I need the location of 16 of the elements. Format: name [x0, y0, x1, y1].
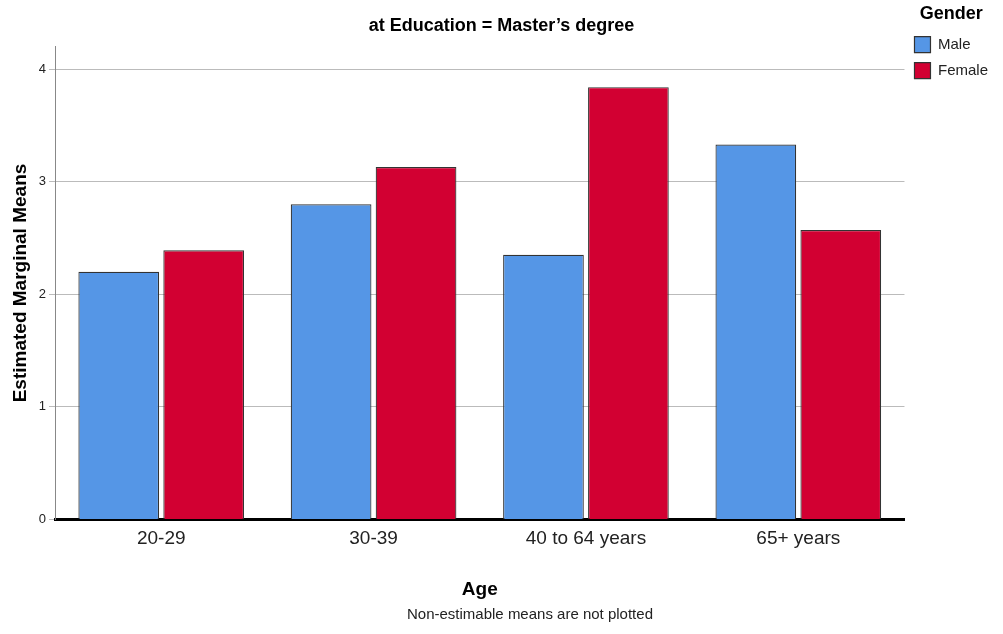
x-tick-label: 65+ years [756, 527, 841, 549]
y-tick-label: 3 [38, 173, 47, 189]
text: Non-estimable means are not plotted [406, 605, 654, 622]
legend-label: Female [937, 60, 989, 78]
x-tick-label: 40 to 64 years [525, 527, 647, 549]
y-tick-label: 2 [38, 285, 47, 301]
x-tick-label: 20-29 [136, 527, 186, 549]
x-tick-label: 30-39 [349, 527, 398, 549]
legend-label: Male [937, 34, 971, 52]
x-axis-title: Age [461, 577, 498, 599]
chart-title: at Education = Master’s degree [368, 14, 635, 35]
y-tick-label: 0 [38, 510, 47, 526]
y-tick-label: 1 [38, 398, 47, 414]
y-tick-label: 4 [38, 60, 47, 76]
y-axis-title: Estimated Marginal Means [8, 163, 30, 403]
legend-title: Gender [919, 2, 983, 23]
